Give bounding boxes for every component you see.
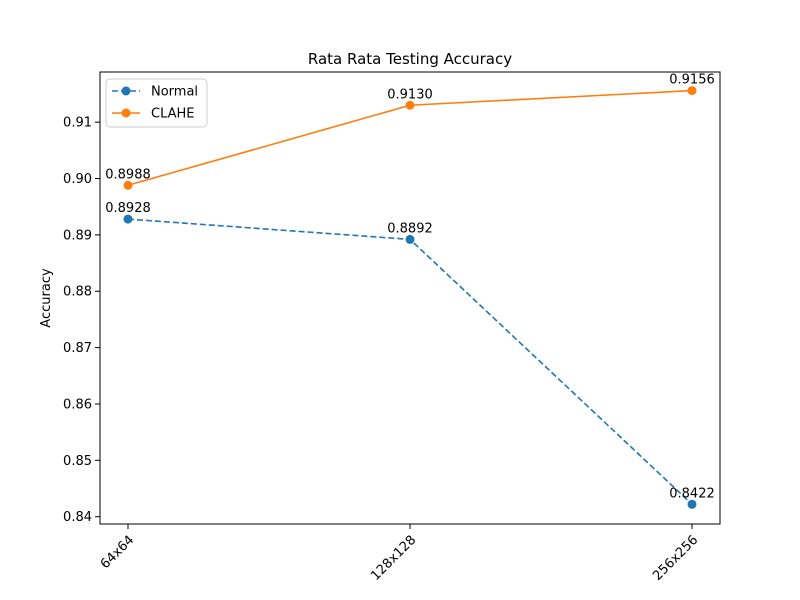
legend-marker [121, 86, 131, 96]
data-label: 0.9130 [387, 87, 433, 102]
legend-entries: Normal CLAHE [112, 85, 198, 122]
y-tick-label: 0.88 [63, 285, 92, 300]
data-label: 0.8988 [105, 167, 151, 182]
data-point [123, 180, 133, 190]
legend-entry-clahe: CLAHE [112, 107, 195, 122]
y-axis: 0.84 0.85 0.86 0.87 0.88 0.89 0.90 0.91 [63, 116, 100, 525]
data-point [405, 234, 415, 244]
chart-title: Rata Rata Testing Accuracy [308, 50, 512, 68]
plot-area: 0.840.850.860.870.880.890.900.91 64x64 12… [63, 71, 721, 584]
y-tick-label: 0.84 [63, 510, 92, 525]
data-label: 0.8928 [105, 201, 151, 216]
y-tick-label: 0.91 [63, 116, 92, 131]
y-tick-label: 0.90 [63, 172, 92, 187]
y-tick-label: 0.86 [63, 397, 92, 412]
legend-label: Normal [151, 85, 198, 100]
legend-label: CLAHE [151, 107, 195, 122]
data-point [405, 100, 415, 110]
data-label: 0.8422 [669, 486, 715, 501]
series-clahe [123, 86, 697, 190]
series-layer [123, 86, 697, 509]
y-axis-label: Accuracy [39, 268, 54, 328]
data-point [687, 499, 697, 509]
y-tick-label: 0.89 [63, 228, 92, 243]
series-normal [123, 214, 697, 509]
data-point [123, 214, 133, 224]
legend: Normal CLAHE [105, 78, 208, 128]
y-tick-label: 0.85 [63, 454, 92, 469]
legend-entry-normal: Normal [112, 85, 198, 100]
data-label: 0.9156 [669, 73, 715, 88]
y-tick-label: 0.87 [63, 341, 92, 356]
data-label-layer: 0.8928 0.8892 0.8422 0.8988 0.9130 0.9156 [105, 73, 715, 502]
data-point [687, 86, 697, 96]
data-label: 0.8892 [387, 221, 433, 236]
legend-marker [121, 108, 131, 118]
